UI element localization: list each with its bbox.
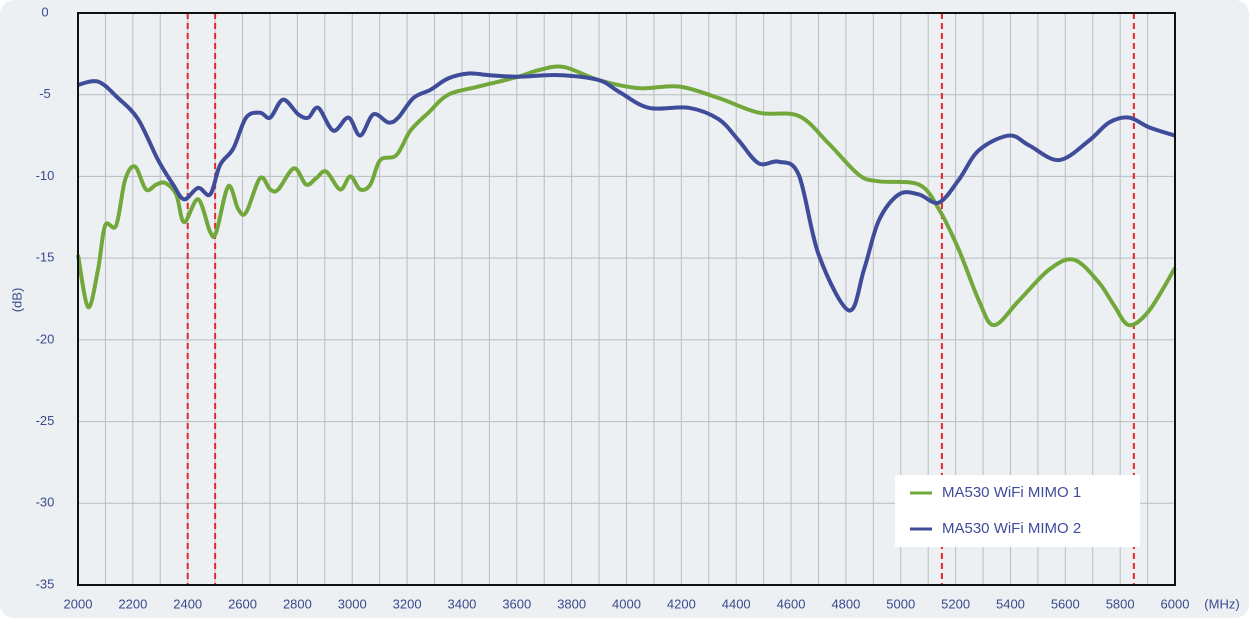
x-tick-label: 4000 [612, 596, 641, 611]
lines [76, 64, 1177, 328]
y-tick-label: -30 [36, 495, 55, 510]
x-tick-label: 2000 [64, 596, 93, 611]
series-line [77, 71, 1176, 313]
y-tick-label: -20 [36, 331, 55, 346]
x-tick-label: 4200 [667, 596, 696, 611]
legend-label: MA530 WiFi MIMO 2 [942, 520, 1081, 537]
plot-frame [77, 12, 1176, 586]
legend-box [895, 475, 1140, 547]
x-tick-label: 4400 [722, 596, 751, 611]
y-tick-label: -35 [36, 576, 55, 591]
legend-label: MA530 WiFi MIMO 1 [942, 484, 1081, 501]
y-tick-label: -15 [36, 250, 55, 265]
x-tick-label: 3600 [502, 596, 531, 611]
x-tick-label: 5800 [1106, 596, 1135, 611]
y-tick-label: -5 [39, 86, 51, 101]
x-tick-label: 2400 [173, 596, 202, 611]
x-tick-label: 2800 [283, 596, 312, 611]
ticks: 0 -5 -10 -15 -20 -25 -30 -35 2000 2200 2400 2600 280… [36, 4, 1190, 611]
y-tick-label: -25 [36, 413, 55, 428]
x-tick-label: 3400 [447, 596, 476, 611]
x-tick-label: 4800 [831, 596, 860, 611]
x-tick-label: 2600 [228, 596, 257, 611]
y-axis-label: (dB) [9, 288, 24, 313]
x-tick-label: 3800 [557, 596, 586, 611]
y-tick-label: 0 [41, 4, 48, 19]
x-tick-label: 5200 [941, 596, 970, 611]
legend: MA530 WiFi MIMO 1 MA530 WiFi MIMO 2 [895, 475, 1140, 547]
x-tick-label: 5600 [1051, 596, 1080, 611]
x-axis-label: (MHz) [1204, 596, 1239, 611]
x-tick-label: 6000 [1161, 596, 1190, 611]
x-tick-label: 2200 [118, 596, 147, 611]
x-tick-label: 3000 [338, 596, 367, 611]
series-line [76, 64, 1177, 328]
x-tick-label: 3200 [393, 596, 422, 611]
x-tick-label: 5400 [996, 596, 1025, 611]
y-tick-label: -10 [36, 168, 55, 183]
x-tick-label: 4600 [777, 596, 806, 611]
x-tick-label: 5000 [886, 596, 915, 611]
